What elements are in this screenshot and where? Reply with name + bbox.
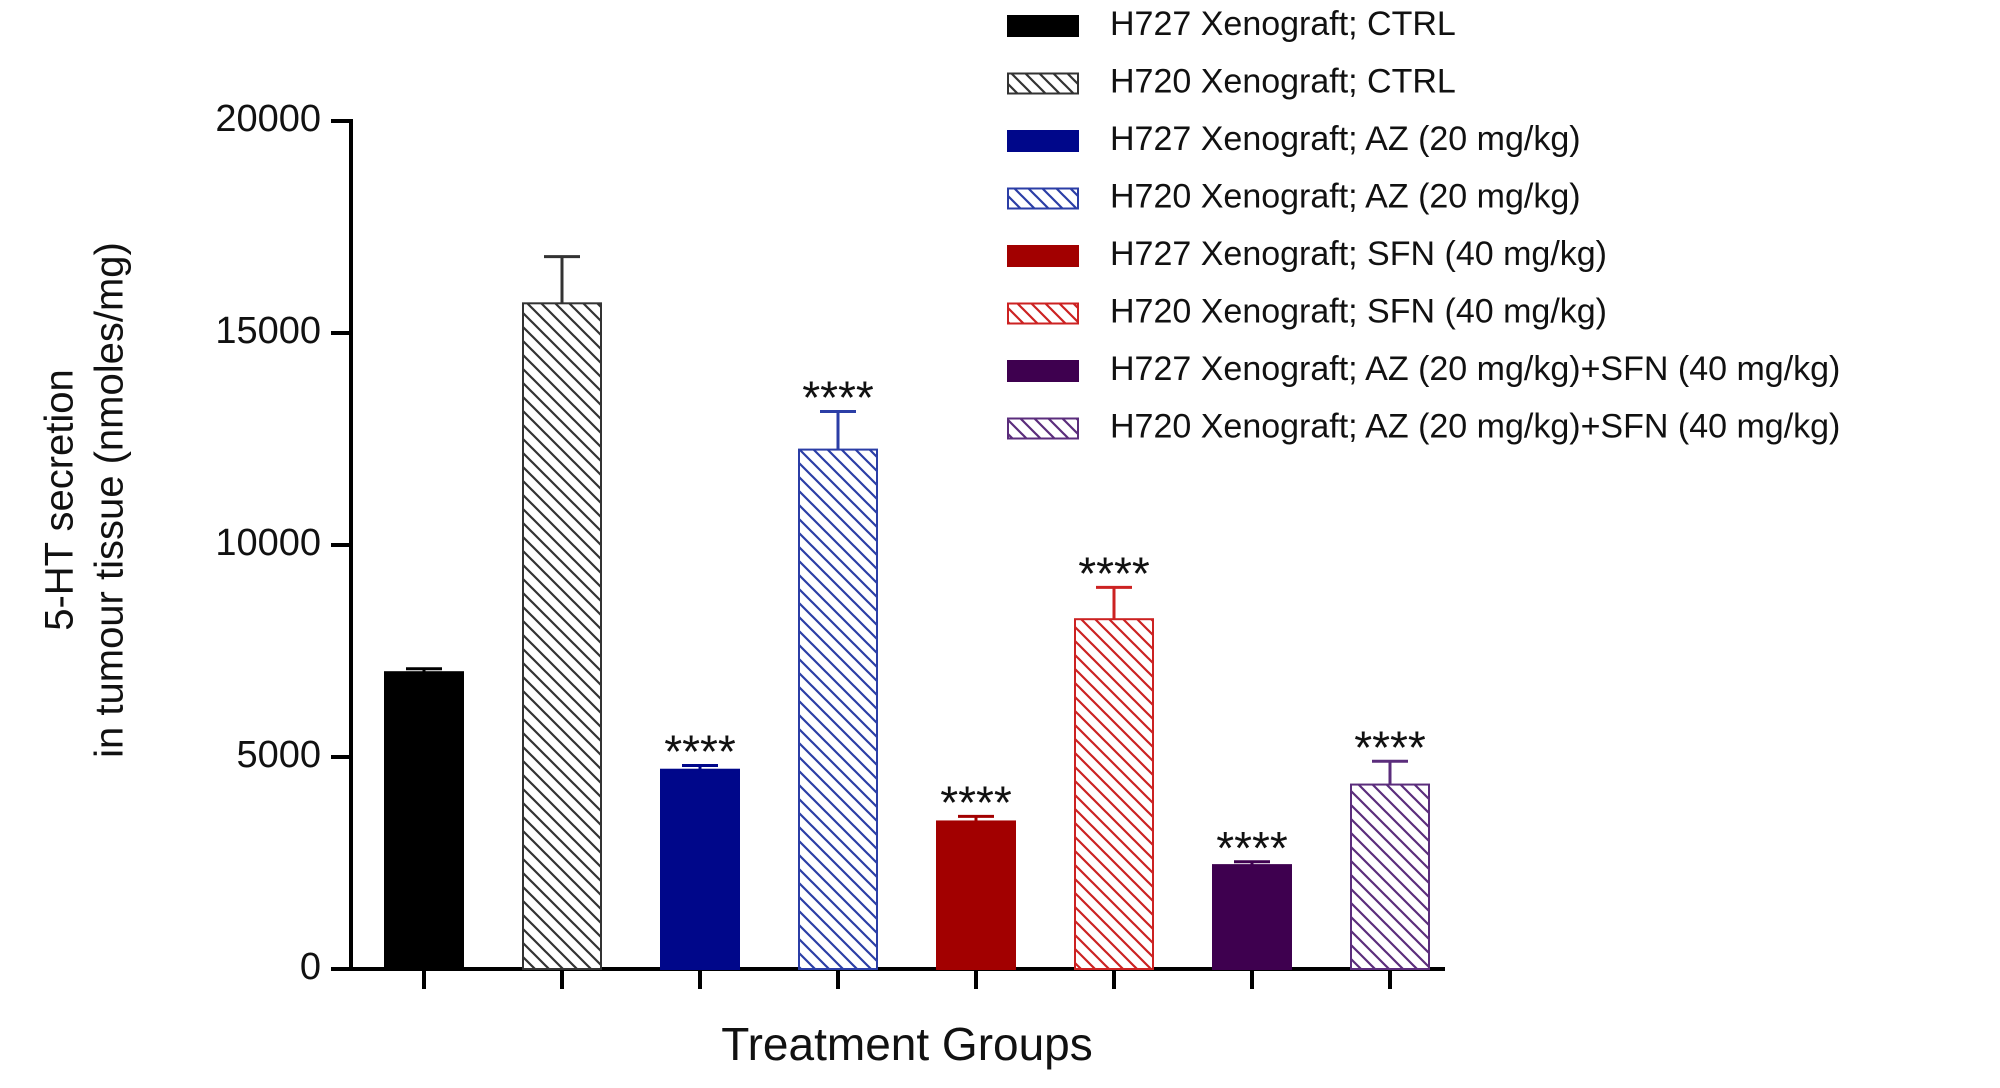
bar (384, 671, 464, 970)
error-bar (682, 763, 718, 770)
legend-label: H727 Xenograft; CTRL (1110, 5, 1456, 43)
legend-swatch (1007, 130, 1079, 152)
legend-swatch (1007, 72, 1079, 95)
annotation: **** (1354, 721, 1426, 773)
legend-swatch (1007, 15, 1079, 37)
y-axis-label: 5-HT secretion (38, 369, 82, 631)
bar (522, 302, 602, 970)
bar (936, 820, 1016, 970)
legend-label: H720 Xenograft; CTRL (1110, 62, 1456, 100)
legend-label: H727 Xenograft; AZ (20 mg/kg)+SFN (40 mg… (1110, 350, 1840, 388)
legend-swatch (1007, 360, 1079, 382)
y-axis-label: in tumour tissue (nmoles/mg) (88, 242, 132, 758)
error-bar (544, 255, 580, 304)
y-tick-label: 20000 (215, 98, 321, 140)
y-tick-label: 5000 (236, 734, 321, 776)
legend-label: H720 Xenograft; AZ (20 mg/kg) (1110, 177, 1581, 215)
error-bar (1234, 860, 1270, 866)
legend-swatch (1007, 417, 1079, 440)
legend-swatch (1007, 187, 1079, 210)
error-bar (958, 814, 994, 822)
legend-label: H720 Xenograft; AZ (20 mg/kg)+SFN (40 mg… (1110, 407, 1840, 445)
legend-label: H727 Xenograft; AZ (20 mg/kg) (1110, 120, 1581, 158)
bar (1212, 864, 1292, 970)
error-bar (406, 667, 442, 673)
bar (660, 768, 740, 970)
bar (1074, 618, 1154, 970)
x-axis-label: Treatment Groups (721, 1018, 1093, 1070)
error-bar (820, 409, 856, 450)
annotation: **** (1078, 548, 1150, 600)
legend-swatch (1007, 245, 1079, 267)
legend-label: H727 Xenograft; SFN (40 mg/kg) (1110, 235, 1607, 273)
y-tick-label: 15000 (215, 310, 321, 352)
error-bar (1372, 759, 1408, 785)
error-bar (1096, 585, 1132, 620)
legend-label: H720 Xenograft; SFN (40 mg/kg) (1110, 292, 1607, 330)
annotation: **** (1216, 822, 1288, 874)
bar (798, 448, 878, 971)
annotation: **** (664, 726, 736, 778)
y-tick-label: 0 (300, 946, 321, 988)
bar (1350, 783, 1430, 970)
annotation: **** (802, 372, 874, 424)
y-tick-label: 10000 (215, 522, 321, 564)
annotation: **** (940, 777, 1012, 829)
legend-swatch (1007, 302, 1079, 325)
